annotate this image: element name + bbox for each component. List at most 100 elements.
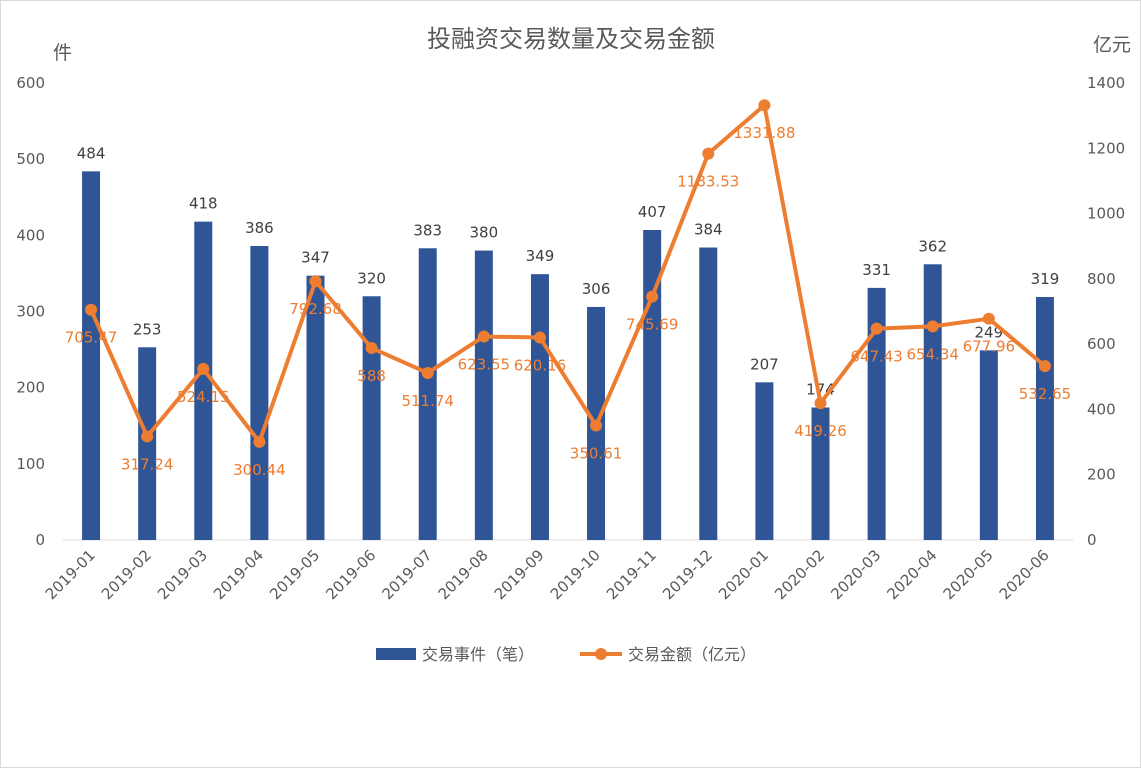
x-tick-label: 2019-10 [547,546,604,603]
line-point-2019-11 [646,290,659,303]
x-tick-label: 2019-01 [42,546,99,603]
x-tick-label: 2019-09 [491,546,548,603]
bar-value-label: 207 [750,355,779,373]
y-right-tick-label: 1200 [1087,139,1125,157]
legend-bar-label: 交易事件（笔） [422,645,534,664]
x-tick-label: 2019-05 [266,546,323,603]
bar-value-label: 253 [133,320,162,338]
y-axis-right-ticks: 0 200 400 600 800 1000 1200 1400 [1087,74,1125,549]
x-tick-label: 2019-11 [603,546,660,603]
line-point-2019-12 [702,147,715,160]
bar-value-label: 383 [413,221,442,239]
bar-value-label: 384 [694,221,723,239]
line-value-label: 792.68 [289,300,342,318]
line-value-label: 300.44 [233,461,286,479]
line-point-2019-06 [365,342,378,355]
legend-bar-swatch [376,648,416,660]
legend-line-marker [595,648,607,660]
y-left-tick-label: 500 [16,150,45,168]
x-tick-label: 2020-03 [827,546,884,603]
line-point-2019-08 [477,330,490,343]
y-right-tick-label: 1400 [1087,74,1125,92]
line-value-label: 524.15 [177,388,230,406]
line-value-label: 705.47 [65,329,118,347]
bar-value-label: 249 [975,323,1004,341]
y-axis-left-title: 件 [53,42,72,64]
line-point-2019-07 [421,366,434,379]
y-left-tick-label: 300 [16,303,45,321]
line-value-label: 588 [357,367,386,385]
line-point-2020-05 [982,312,995,325]
y-left-tick-label: 100 [16,455,45,473]
x-tick-label: 2019-08 [435,546,492,603]
bar-2020-02 [811,407,830,540]
bar-2020-01 [755,382,774,540]
bar-2020-04 [923,264,942,540]
x-tick-label: 2020-05 [940,546,997,603]
line-point-2019-02 [141,430,154,443]
bar-value-label: 306 [582,280,611,298]
line-path [89,103,1047,444]
y-left-tick-label: 200 [16,379,45,397]
bar-2019-03 [194,221,213,540]
x-tick-label: 2019-07 [378,546,435,603]
x-tick-label: 2019-12 [659,546,716,603]
bar-data-labels: 484 253 418 386 347 320 383 380 349 306 407 384 207 1… [77,144,1060,398]
x-tick-label: 2020-02 [771,546,828,603]
y-right-tick-label: 1000 [1087,205,1125,223]
legend: 交易事件（笔） 交易金额（亿元） [376,645,756,664]
bar-2019-02 [138,347,157,540]
y-left-tick-label: 0 [35,531,45,549]
line-value-label: 620.16 [514,357,567,375]
bar-value-label: 331 [862,261,891,279]
bar-2019-01 [82,171,101,540]
bar-2019-06 [362,296,381,540]
bar-value-label: 407 [638,203,667,221]
bar-value-label: 347 [301,249,330,267]
bar-value-label: 484 [77,144,106,162]
bar-2019-08 [474,250,493,541]
bar-2019-04 [250,245,269,540]
line-point-2019-05 [309,275,322,288]
line-series [85,99,1051,448]
y-right-tick-label: 400 [1087,400,1116,418]
bar-series [82,171,1054,541]
line-value-label: 623.55 [458,355,511,373]
x-tick-label: 2020-06 [996,546,1053,603]
bar-value-label: 319 [1031,270,1060,288]
line-point-2019-03 [197,362,210,375]
x-tick-label: 2020-01 [715,546,772,603]
bar-2020-03 [867,287,886,540]
line-point-2020-03 [870,322,883,335]
line-data-labels: 705.47 317.24 524.15 300.44 792.68 588 511.74 6… [65,124,1071,479]
x-tick-label: 2019-06 [322,546,379,603]
bar-2020-05 [979,350,998,540]
line-point-2020-02 [814,397,827,410]
bar-2019-05 [306,275,325,540]
bar-value-label: 362 [918,237,947,255]
line-value-label: 647.43 [850,348,903,366]
y-axis-right-title: 亿元 [1093,34,1131,56]
y-right-tick-label: 600 [1087,335,1116,353]
bar-value-label: 418 [189,195,218,213]
x-tick-label: 2019-03 [154,546,211,603]
line-value-label: 745.69 [626,316,679,334]
bar-2019-07 [418,248,437,540]
line-value-label: 654.34 [906,345,959,363]
line-point-2020-04 [926,320,939,333]
line-value-label: 1331.88 [733,124,795,142]
line-point-2019-01 [85,303,98,316]
line-value-label: 350.61 [570,445,623,463]
bar-value-label: 380 [470,224,499,242]
bar-2020-06 [1035,297,1054,540]
x-tick-label: 2019-04 [210,546,267,603]
line-value-label: 1183.53 [677,173,739,191]
x-tick-label: 2020-04 [883,546,940,603]
y-right-tick-label: 200 [1087,466,1116,484]
legend-line-label: 交易金额（亿元） [628,645,756,664]
y-left-tick-label: 600 [16,74,45,92]
line-value-label: 317.24 [121,455,174,473]
line-value-label: 532.65 [1019,385,1072,403]
bar-2019-09 [530,274,549,540]
